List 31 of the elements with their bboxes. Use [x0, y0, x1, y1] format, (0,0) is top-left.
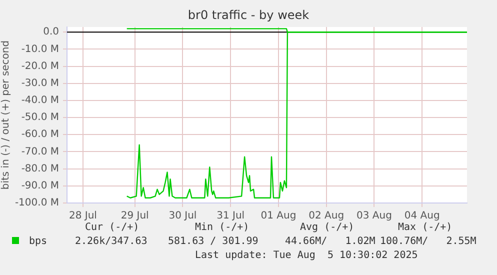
y-tick-label: -10.0 M — [21, 44, 59, 55]
y-tick-label: -80.0 M — [21, 163, 59, 174]
x-tick-label: 02 Aug — [308, 210, 344, 222]
x-tick-label: 04 Aug — [404, 210, 440, 222]
text: Cur (-/+) — [85, 222, 140, 233]
y-tick-label: -70.0 M — [21, 146, 59, 158]
y-axis-title: bits in (-) / out (+) per second — [0, 40, 12, 190]
x-tick-label: 29 Jul — [120, 210, 149, 222]
y-tick-label: -40.0 M — [21, 95, 59, 106]
text: Min (-/+) — [195, 222, 250, 233]
y-tick-label: -60.0 M — [21, 129, 59, 140]
chart-title: br0 traffic - by week — [186, 8, 310, 22]
text: 581.63 / 301.99 — [168, 236, 258, 247]
text: 44.66M/ 1.02M — [285, 236, 376, 247]
text: Last update: Tue Aug 5 10:30:02 2025 — [195, 250, 418, 261]
text: 100.76M/ 2.55M — [380, 236, 476, 247]
text: 2.26k/347.63 — [75, 236, 148, 247]
x-tick-label: 01 Aug — [260, 210, 296, 222]
x-tick-label: 30 Jul — [168, 210, 197, 222]
y-tick-label: -20.0 M — [21, 60, 59, 72]
y-tick-label: -100.0 M — [14, 198, 59, 209]
legend-label: bps — [28, 236, 48, 247]
text: Max (-/+) — [398, 222, 452, 233]
y-tick-label: -50.0 M — [21, 112, 59, 124]
text: Avg (-/+) — [300, 222, 354, 233]
x-tick-label: 31 Jul — [216, 210, 245, 222]
y-tick-label: -90.0 M — [21, 180, 59, 192]
y-tick-label: 0.0 — [43, 26, 59, 38]
x-tick-label: 28 Jul — [68, 210, 97, 222]
x-tick-label: 03 Aug — [356, 210, 392, 222]
y-tick-label: -30.0 M — [21, 78, 59, 89]
